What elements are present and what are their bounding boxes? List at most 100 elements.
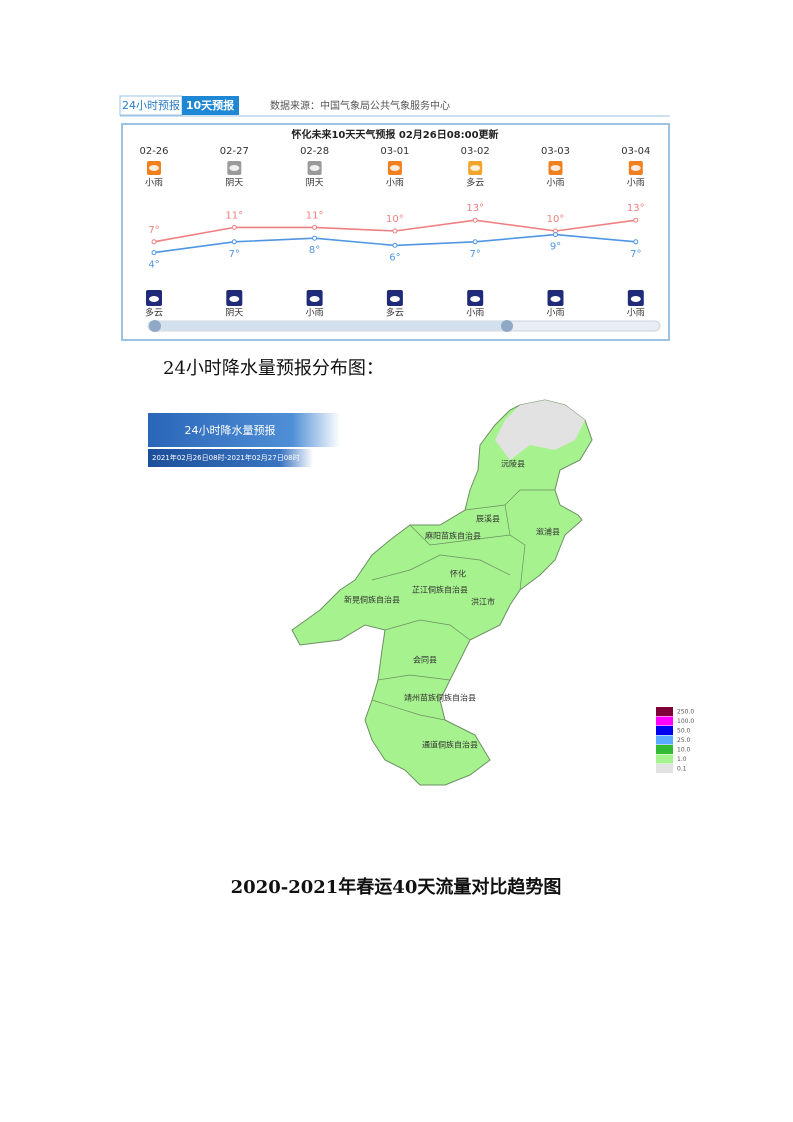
date: 02-27 [220, 146, 249, 157]
night-weather: 小雨 [627, 308, 645, 319]
tab-label[interactable]: 10天预报 [186, 98, 235, 112]
legend-swatch [656, 754, 673, 764]
high-label: 13° [627, 203, 645, 214]
high-point [231, 224, 237, 230]
legend-label: 0.1 [677, 766, 687, 773]
low-point [231, 239, 237, 245]
night-weather: 多云 [145, 307, 163, 319]
county-label: 麻阳苗族自治县 [425, 531, 481, 541]
low-point [392, 242, 398, 248]
region-dry [495, 400, 585, 460]
date: 03-01 [380, 146, 409, 157]
low-label: 7° [470, 249, 481, 260]
night-weather: 小雨 [306, 308, 324, 319]
date: 03-02 [461, 146, 490, 157]
county-label: 溆浦县 [536, 527, 560, 537]
night-weather: 阴天 [225, 308, 243, 319]
weather-icon-cloud [229, 165, 240, 171]
low-label: 7° [229, 249, 240, 260]
high-point [472, 217, 478, 223]
weather-icon-cloud [309, 165, 320, 171]
low-point [151, 250, 157, 256]
low-label: 4° [148, 260, 159, 271]
legend-label: 25.0 [677, 737, 691, 744]
county-label: 会同县 [413, 655, 437, 665]
low-label: 8° [309, 245, 320, 256]
weather-icon-cloud [470, 165, 481, 171]
high-label: 7° [148, 225, 159, 236]
weather-icon-cloud [630, 165, 641, 171]
legend-swatch [656, 745, 673, 754]
day-weather: 多云 [466, 177, 484, 189]
legend-label: 100.0 [677, 718, 694, 725]
county-label: 靖州苗族侗族自治县 [404, 693, 476, 703]
weather-icon-cloud [470, 296, 481, 302]
legend-label: 50.0 [677, 728, 691, 735]
tab-label[interactable]: 24小时预报 [122, 98, 180, 112]
high-label: 11° [306, 210, 324, 221]
map-subtitle: 2021年02月26日08时-2021年02月27日08时 [152, 453, 300, 462]
scroll-handle[interactable] [149, 320, 161, 332]
date: 03-04 [621, 146, 650, 157]
weather-icon-cloud [149, 165, 159, 171]
day-weather: 小雨 [145, 178, 163, 189]
county-label: 芷江侗族自治县 [412, 585, 468, 595]
legend-label: 250.0 [677, 709, 694, 716]
date: 02-28 [300, 146, 329, 157]
legend-label: 10.0 [677, 747, 691, 754]
county-label: 怀化 [450, 569, 466, 579]
high-label: 11° [225, 210, 243, 221]
scroll-handle[interactable] [501, 320, 513, 332]
low-point [472, 239, 478, 245]
night-weather: 多云 [386, 307, 404, 319]
caption: 24小时降水量预报分布图： [163, 358, 384, 379]
low-point [312, 235, 318, 241]
day-weather: 小雨 [627, 178, 645, 189]
tab-active[interactable] [182, 96, 239, 115]
day-weather: 小雨 [386, 178, 404, 189]
region [291, 399, 593, 786]
high-label: 10° [386, 214, 404, 225]
weather-icon-cloud [389, 165, 400, 171]
date: 02-26 [139, 146, 168, 157]
night-weather: 小雨 [466, 308, 484, 319]
legend-swatch [656, 764, 673, 773]
date: 03-03 [541, 146, 570, 157]
high-point [392, 228, 398, 234]
weather-icon-cloud [550, 165, 561, 171]
day-weather: 阴天 [225, 178, 243, 189]
weather-icon-cloud [149, 296, 159, 302]
legend-swatch [656, 716, 673, 726]
high-label: 10° [547, 214, 565, 225]
legend-label: 1.0 [677, 756, 687, 763]
county-label: 辰溪县 [476, 514, 500, 524]
heading: 2020-2021年春运40天流量对比趋势图 [231, 876, 562, 898]
legend-swatch [656, 735, 673, 745]
weather-icon-cloud [389, 296, 400, 302]
low-label: 6° [389, 252, 400, 263]
map-title: 24小时降水量预报 [185, 423, 276, 437]
county-label: 新晃侗族自治县 [344, 595, 400, 605]
high-point [151, 239, 157, 245]
high-label: 13° [466, 203, 484, 214]
county-border [371, 489, 555, 721]
county-label: 通道侗族自治县 [422, 740, 478, 750]
weather-icon-cloud [550, 296, 561, 302]
map-banner [148, 413, 340, 447]
weather-icon-cloud [229, 296, 240, 302]
county-label: 洪江市 [471, 597, 495, 607]
source: 数据来源：中国气象局公共气象服务中心 [270, 99, 450, 112]
low-label: 7° [630, 249, 641, 260]
legend-swatch [656, 707, 673, 716]
weather-icon-cloud [630, 296, 641, 302]
low-point [553, 232, 558, 238]
weather-icon-cloud [309, 296, 320, 302]
day-weather: 阴天 [306, 178, 324, 189]
night-weather: 小雨 [546, 308, 564, 319]
low-point [633, 239, 639, 245]
legend-swatch [656, 726, 673, 735]
high-point [312, 224, 318, 230]
scroll-range [155, 321, 507, 331]
high-point [633, 217, 639, 223]
